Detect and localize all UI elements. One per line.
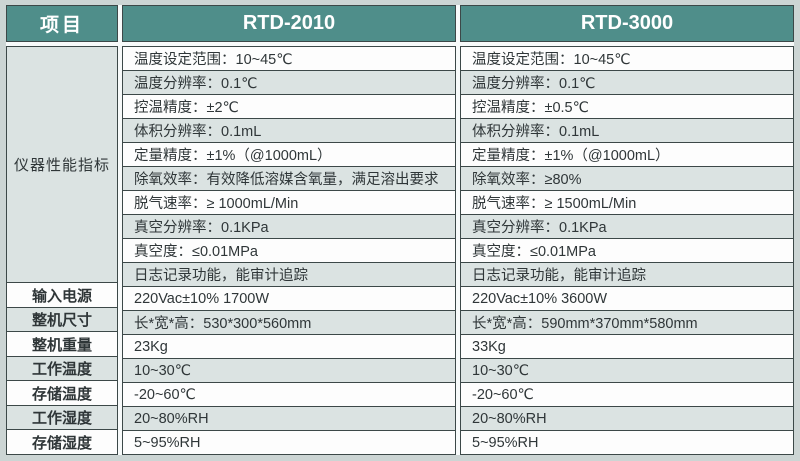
spec-label-cell: 输入电源 [7,282,117,307]
value-cell: 23Kg [123,334,455,358]
value-cell: 温度设定范围：10~45℃ [123,47,455,70]
value-cell: 体积分辨率：0.1mL [123,118,455,142]
header-cell-item: 项目 [6,5,118,42]
value-cell: 真空分辨率：0.1KPa [123,214,455,238]
value-cell: 220Vac±10% 1700W [123,286,455,310]
value-cell: 10~30℃ [123,358,455,382]
value-cell: 定量精度：±1%（@1000mL） [461,142,793,166]
value-cell: 5~95%RH [461,430,793,454]
spec-label-cell: 工作温度 [7,355,117,381]
header-cell-rtd-2010: RTD-2010 [122,5,456,42]
value-cell: 真空度：≤0.01MPa [123,238,455,262]
value-cell: 日志记录功能，能审计追踪 [461,262,793,286]
spec-label-cell: 整机尺寸 [7,306,117,332]
column-item: 项目 仪器性能指标 输入电源 整机尺寸 整机重量 工作温度 存储温度 工作湿度 … [6,5,118,455]
value-cell: 定量精度：±1%（@1000mL） [123,142,455,166]
value-cell: 5~95%RH [123,430,455,454]
value-cell: 温度分辨率：0.1℃ [123,70,455,94]
rtd-2010-column-body: 温度设定范围：10~45℃ 温度分辨率：0.1℃ 控温精度：±2℃ 体积分辨率：… [122,46,456,455]
spec-label-cell: 存储温度 [7,380,117,405]
spec-label-cell: 整机重量 [7,331,117,356]
value-cell: 220Vac±10% 3600W [461,286,793,310]
header-cell-rtd-3000: RTD-3000 [460,5,794,42]
value-cell: 体积分辨率：0.1mL [461,118,793,142]
value-cell: 真空分辨率：0.1KPa [461,214,793,238]
value-cell: 长*宽*高：530*300*560mm [123,310,455,334]
value-cell: 真空度：≤0.01MPa [461,238,793,262]
rtd-3000-column-body: 温度设定范围：10~45℃ 温度分辨率：0.1℃ 控温精度：±0.5℃ 体积分辨… [460,46,794,455]
value-cell: 控温精度：±2℃ [123,94,455,118]
value-cell: 控温精度：±0.5℃ [461,94,793,118]
value-cell: 脱气速率：≥ 1000mL/Min [123,190,455,214]
spec-comparison-table: 项目 仪器性能指标 输入电源 整机尺寸 整机重量 工作温度 存储温度 工作湿度 … [6,5,794,455]
item-column-body: 仪器性能指标 输入电源 整机尺寸 整机重量 工作温度 存储温度 工作湿度 存储湿… [6,46,118,455]
value-cell: -20~60℃ [123,382,455,406]
value-cell: 33Kg [461,334,793,358]
column-rtd-3000: RTD-3000 温度设定范围：10~45℃ 温度分辨率：0.1℃ 控温精度：±… [460,5,794,455]
value-cell: -20~60℃ [461,382,793,406]
value-cell: 温度分辨率：0.1℃ [461,70,793,94]
value-cell: 除氧效率：≥80% [461,166,793,190]
value-cell: 20~80%RH [123,406,455,430]
value-cell: 除氧效率：有效降低溶媒含氧量，满足溶出要求 [123,166,455,190]
value-cell: 脱气速率：≥ 1500mL/Min [461,190,793,214]
value-cell: 温度设定范围：10~45℃ [461,47,793,70]
spec-label-cell: 存储湿度 [7,429,117,455]
performance-group-cell: 仪器性能指标 [7,47,117,283]
value-cell: 长*宽*高：590mm*370mm*580mm [461,310,793,334]
column-rtd-2010: RTD-2010 温度设定范围：10~45℃ 温度分辨率：0.1℃ 控温精度：±… [122,5,456,455]
value-cell: 10~30℃ [461,358,793,382]
value-cell: 日志记录功能，能审计追踪 [123,262,455,286]
spec-label-cell: 工作湿度 [7,404,117,430]
value-cell: 20~80%RH [461,406,793,430]
